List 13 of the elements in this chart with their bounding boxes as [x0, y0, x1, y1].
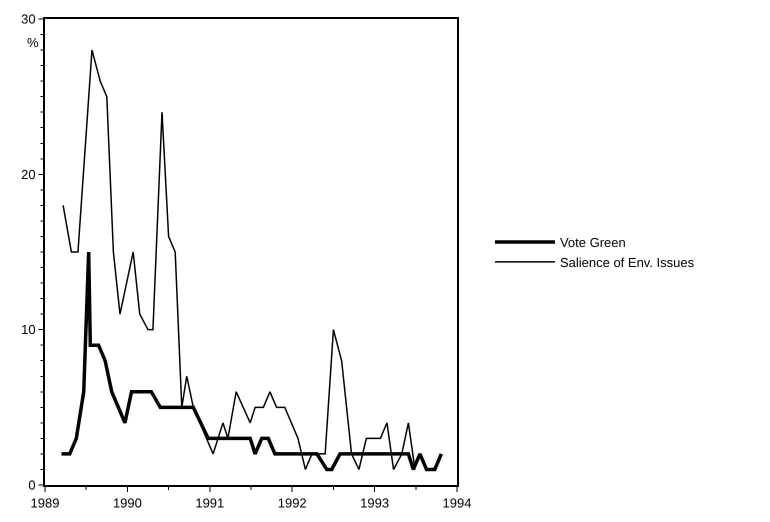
- x-tick-label: 1992: [278, 495, 307, 510]
- y-tick-label: 20: [21, 166, 36, 182]
- legend-label: Vote Green: [560, 235, 626, 250]
- x-tick-label: 1991: [195, 495, 224, 510]
- y-tick-label: 30: [21, 12, 36, 27]
- y-axis-title: %: [27, 35, 39, 50]
- x-tick-label: 1994: [442, 495, 472, 510]
- x-tick-label: 1990: [112, 495, 142, 510]
- x-tick-label: 1989: [30, 495, 60, 510]
- legend-label: Salience of Env. Issues: [560, 254, 695, 270]
- x-tick-label: 1993: [360, 495, 390, 510]
- y-tick-label: 10: [21, 322, 36, 338]
- y-tick-label: 0: [28, 478, 36, 493]
